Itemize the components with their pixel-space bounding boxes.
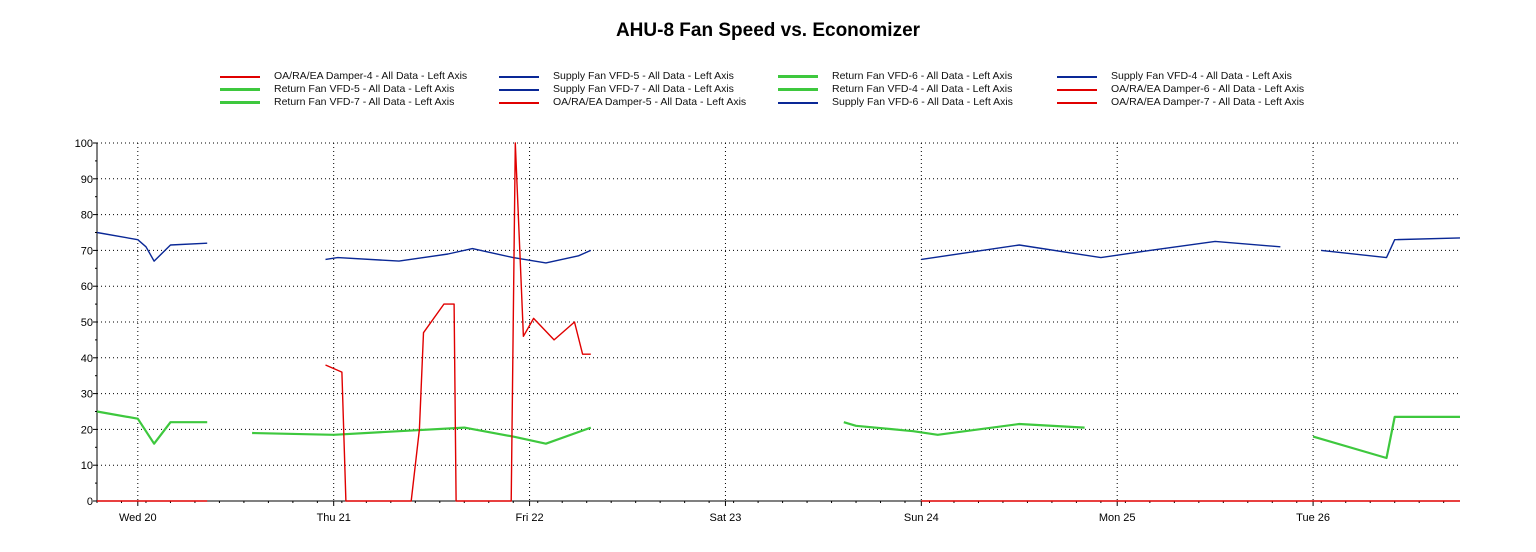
series-line-2 xyxy=(325,247,592,264)
legend-swatch xyxy=(778,88,818,91)
y-tick-label: 100 xyxy=(75,138,93,150)
legend-label: Supply Fan VFD-7 - All Data - Left Axis xyxy=(553,83,734,95)
y-tick-label: 90 xyxy=(81,174,93,186)
x-tick-label: Fri 22 xyxy=(516,512,544,524)
series-line-3 xyxy=(843,421,1085,436)
legend-label: Return Fan VFD-5 - All Data - Left Axis xyxy=(274,83,455,95)
legend-swatch xyxy=(778,75,818,78)
y-tick-label: 80 xyxy=(81,210,93,222)
series-line-11 xyxy=(921,240,1281,261)
series-line-4 xyxy=(96,231,208,262)
legend-label: OA/RA/EA Damper-4 - All Data - Left Axis xyxy=(274,70,468,82)
axes xyxy=(93,142,1460,506)
y-tick-label: 0 xyxy=(87,496,93,508)
legend-swatch xyxy=(499,102,539,104)
legend-swatch xyxy=(499,89,539,91)
legend-label: OA/RA/EA Damper-5 - All Data - Left Axis xyxy=(553,96,747,108)
y-tick-label: 50 xyxy=(81,317,93,329)
legend-label: Return Fan VFD-4 - All Data - Left Axis xyxy=(832,83,1013,95)
series-line-9 xyxy=(1312,415,1460,460)
y-tick-label: 20 xyxy=(81,424,93,436)
chart-title: AHU-8 Fan Speed vs. Economizer xyxy=(615,20,921,41)
legend-label: Supply Fan VFD-4 - All Data - Left Axis xyxy=(1111,70,1292,82)
legend-label: Return Fan VFD-7 - All Data - Left Axis xyxy=(274,96,455,108)
series-line-10 xyxy=(325,142,591,502)
legend-swatch xyxy=(220,88,260,91)
legend-swatch xyxy=(220,101,260,104)
x-tick-label: Wed 20 xyxy=(119,512,157,524)
x-tick-label: Mon 25 xyxy=(1099,512,1136,524)
legend-swatch xyxy=(1057,102,1097,104)
grid-lines xyxy=(97,142,1460,501)
y-tick-label: 70 xyxy=(81,245,93,257)
legend-label: Supply Fan VFD-6 - All Data - Left Axis xyxy=(832,96,1013,108)
legend-swatch xyxy=(220,76,260,78)
legend-label: Return Fan VFD-6 - All Data - Left Axis xyxy=(832,70,1013,82)
x-tick-label: Sat 23 xyxy=(710,512,742,524)
series-lines xyxy=(96,142,1461,502)
y-tick-label: 60 xyxy=(81,281,93,293)
x-tick-label: Sun 24 xyxy=(904,512,939,524)
legend-swatch xyxy=(778,102,818,104)
legend-label: OA/RA/EA Damper-7 - All Data - Left Axis xyxy=(1111,96,1305,108)
x-tick-label: Thu 21 xyxy=(317,512,351,524)
y-tick-label: 40 xyxy=(81,353,93,365)
legend-label: Supply Fan VFD-5 - All Data - Left Axis xyxy=(553,70,734,82)
legend-swatch xyxy=(499,76,539,78)
series-line-6 xyxy=(1321,237,1461,259)
x-tick-label: Tue 26 xyxy=(1296,512,1330,524)
y-tick-label: 30 xyxy=(81,389,93,401)
tick-labels: 0 10 20 30 40 50 60 70 80 90 100 Wed 20 Thu 21 Fri 22… xyxy=(75,138,1330,524)
legend-swatch xyxy=(1057,89,1097,91)
y-tick-label: 10 xyxy=(81,460,93,472)
series-line-5 xyxy=(252,426,592,445)
legend-swatch xyxy=(1057,76,1097,78)
series-line-7 xyxy=(96,410,208,445)
legend-label: OA/RA/EA Damper-6 - All Data - Left Axis xyxy=(1111,83,1305,95)
